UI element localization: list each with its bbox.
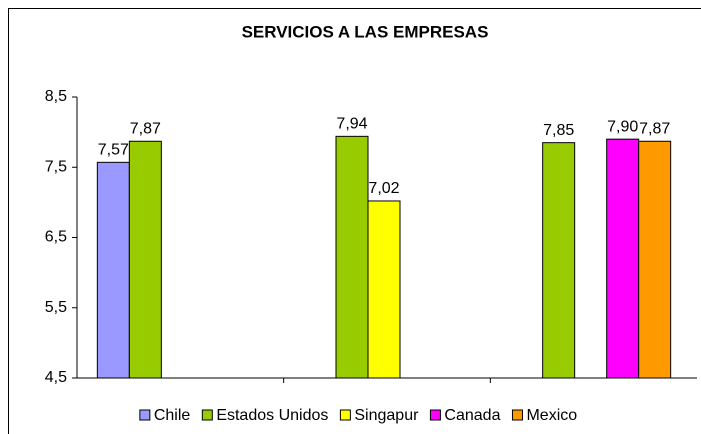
legend-label: Canada <box>444 407 500 424</box>
value-label: 7,87 <box>639 120 670 137</box>
legend-swatch <box>139 409 151 421</box>
bar <box>335 135 369 379</box>
y-tick-label: 4,5 <box>45 369 67 386</box>
legend-label: Chile <box>154 407 191 424</box>
legend-swatch <box>429 409 441 421</box>
bar <box>96 161 130 379</box>
y-tick-label: 6,5 <box>45 229 67 246</box>
legend-label: Mexico <box>526 407 577 424</box>
y-tick-label: 5,5 <box>45 299 67 316</box>
legend-swatch <box>339 409 351 421</box>
bar <box>367 200 401 379</box>
bar <box>542 142 576 379</box>
bar <box>128 140 162 379</box>
value-label: 7,57 <box>98 142 129 159</box>
chart-title: SERVICIOS A LAS EMPRESAS <box>242 22 489 41</box>
legend-label: Estados Unidos <box>216 407 328 424</box>
value-label: 7,87 <box>130 120 161 137</box>
bar <box>638 140 672 379</box>
legend-swatch <box>201 409 213 421</box>
y-tick-label: 8,5 <box>45 88 67 105</box>
legend-swatch <box>511 409 523 421</box>
value-label: 7,02 <box>368 180 399 197</box>
value-label: 7,90 <box>607 118 638 135</box>
bar <box>606 138 640 379</box>
y-tick-label: 7,5 <box>45 158 67 175</box>
legend-label: Singapur <box>354 407 419 424</box>
value-label: 7,94 <box>336 116 367 133</box>
value-label: 7,85 <box>543 122 574 139</box>
